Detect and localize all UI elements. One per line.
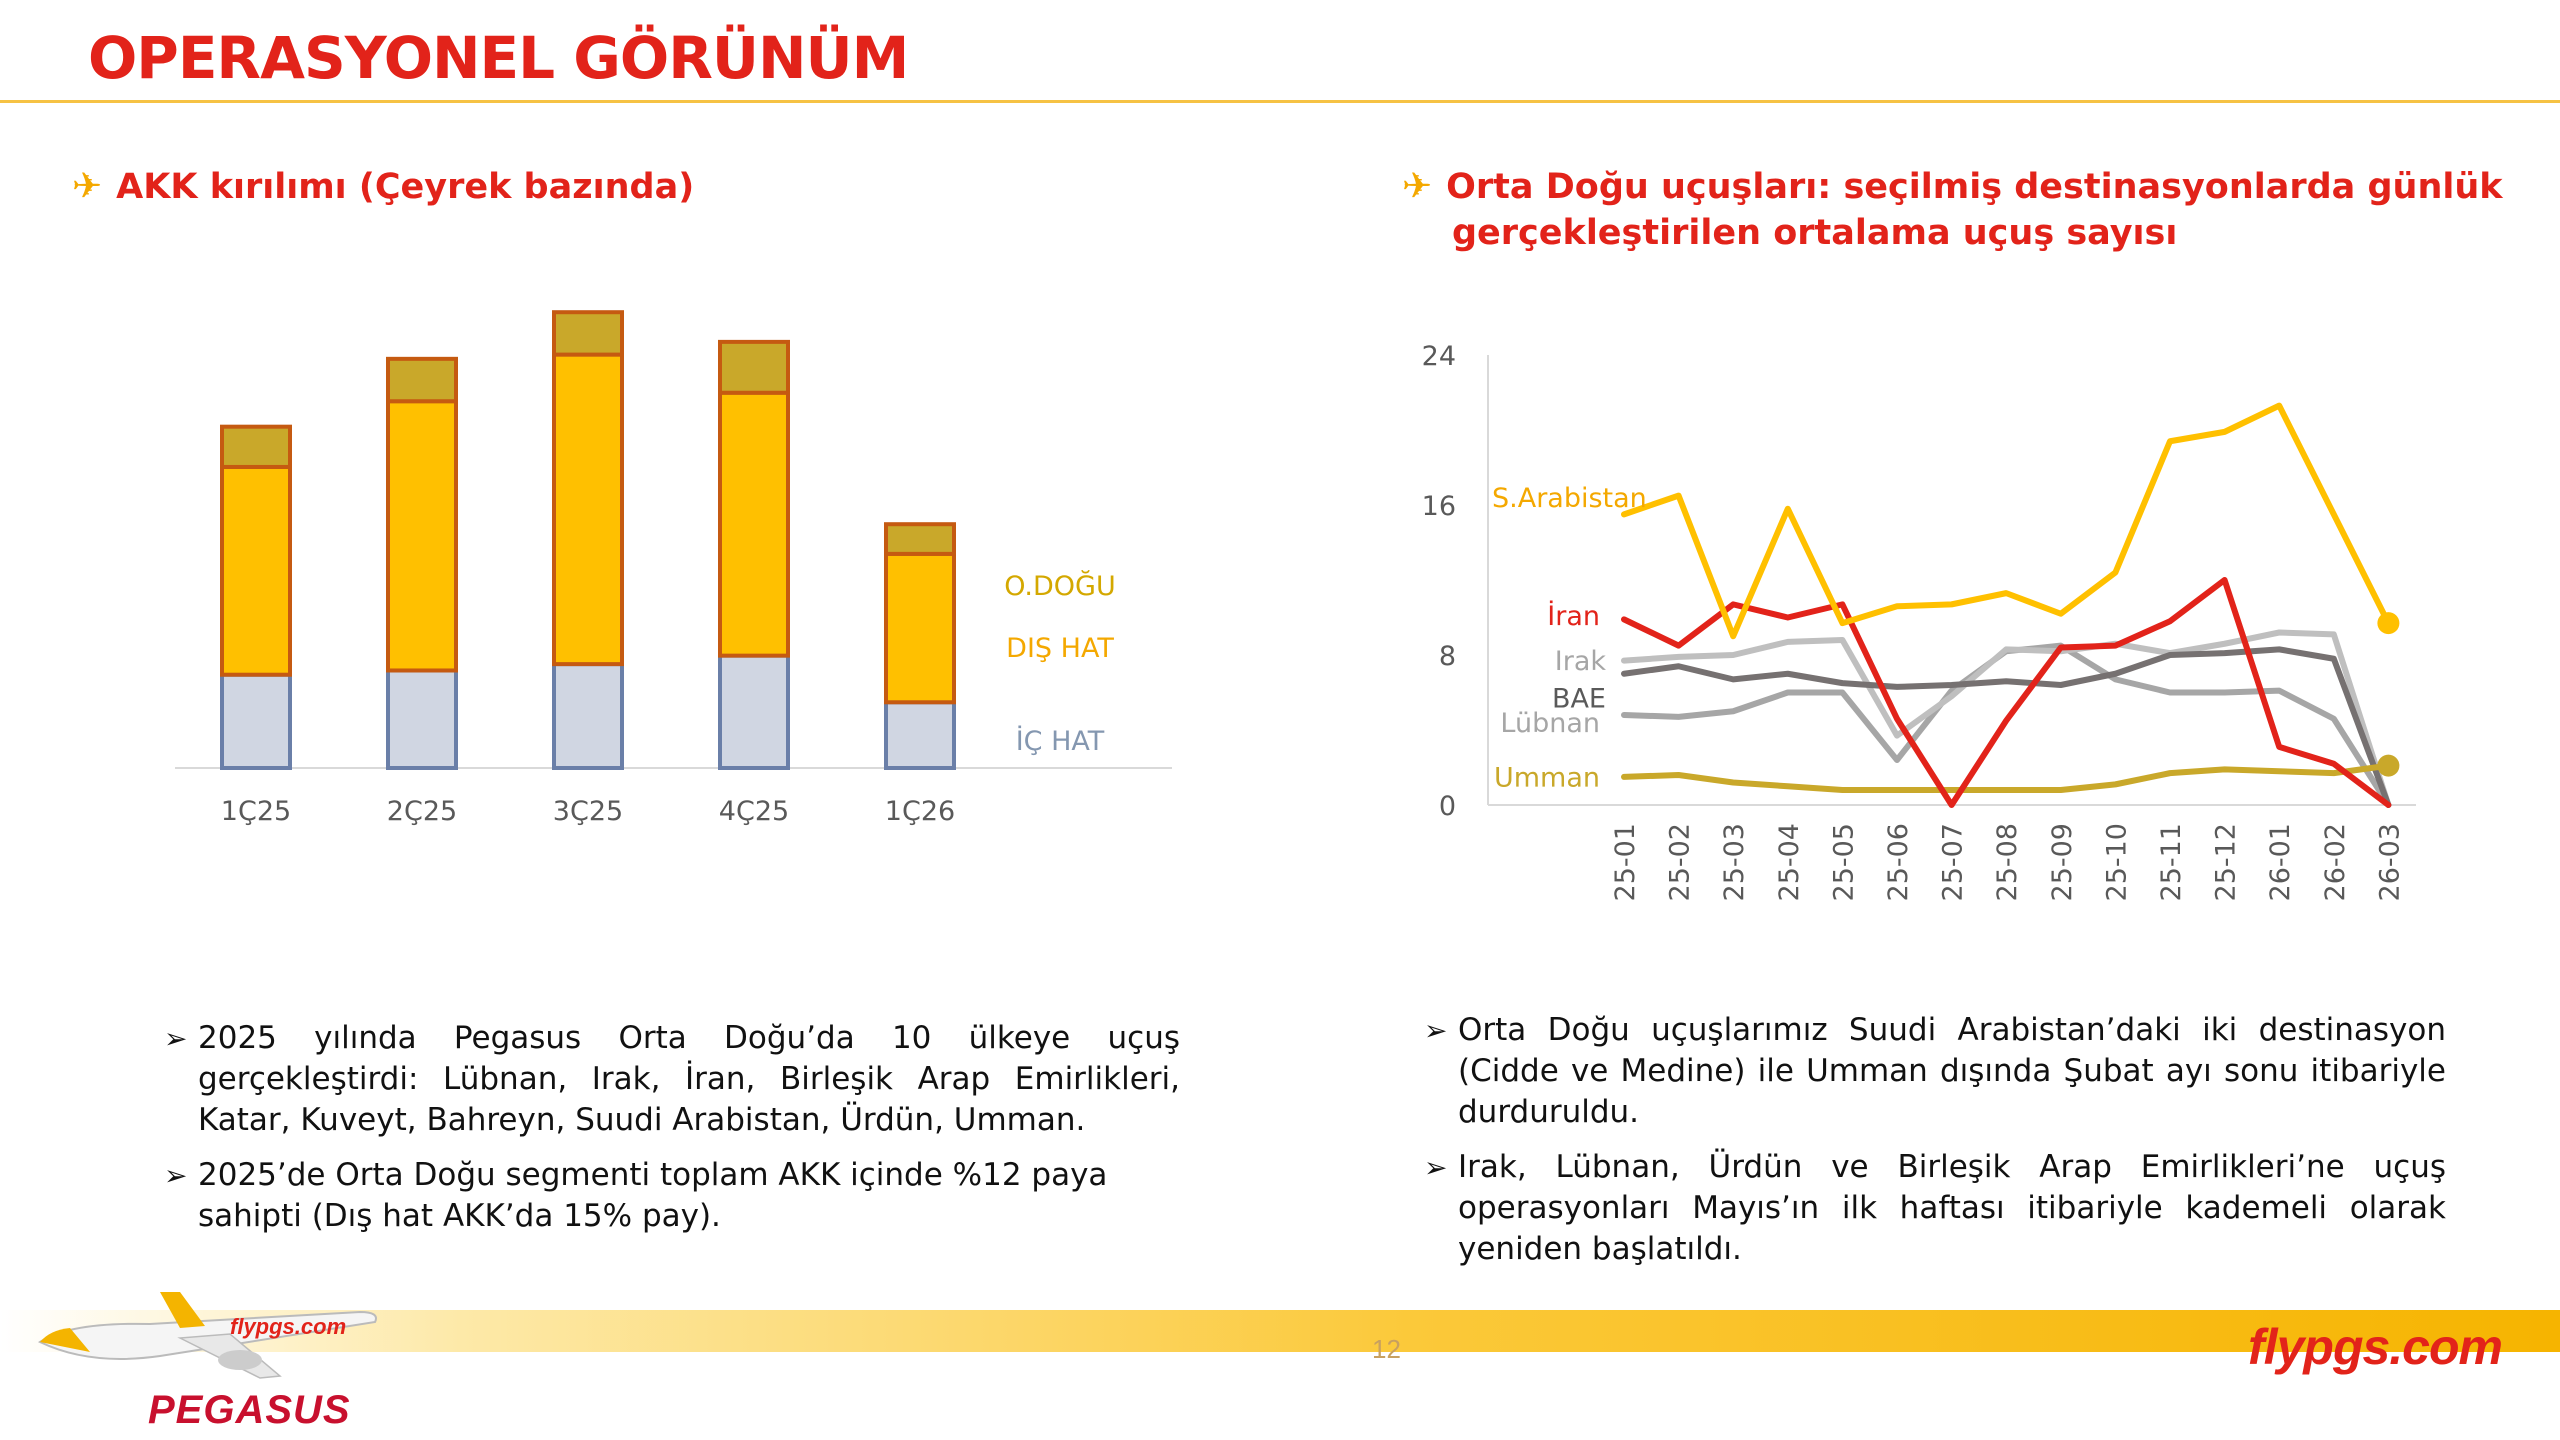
bullet-text: Orta Doğu uçuşlarımız Suudi Arabistan’da… <box>1458 1012 2446 1130</box>
x-tick-label: 25-12 <box>2211 823 2242 901</box>
y-tick-label: 0 <box>1439 791 1456 822</box>
bar-segment <box>386 356 458 404</box>
right-section-title-line2: gerçekleştirilen ortalama uçuş sayısı <box>1452 213 2178 253</box>
pegasus-logo-text: PEGASUS <box>148 1388 351 1432</box>
right-section-title: ✈ Orta Doğu uçuşları: seçilmiş destinasyo… <box>1402 164 2503 256</box>
y-tick-label: 16 <box>1422 491 1456 522</box>
bullet-item: ➢ 2025 yılında Pegasus Orta Doğu’da 10 ü… <box>164 1018 1180 1141</box>
bar-segment <box>718 653 790 771</box>
arrow-bullet-icon: ➢ <box>1424 1014 1448 1047</box>
x-tick-label: 25-07 <box>1938 823 1969 901</box>
series-label: S.Arabistan <box>1492 483 1647 514</box>
right-bullets: ➢ Orta Doğu uçuşlarımız Suudi Arabistan’… <box>1424 1010 2446 1284</box>
x-tick-label: 26-03 <box>2374 823 2405 901</box>
bar-segment <box>884 522 956 556</box>
page-title: OPERASYONEL GÖRÜNÜM <box>88 24 909 92</box>
bar-segment <box>220 464 292 677</box>
x-tick-label: 1Ç26 <box>885 796 955 827</box>
series-label: Umman <box>1494 762 1600 793</box>
page-number: 12 <box>1372 1334 1401 1364</box>
x-tick-label: 25-08 <box>1992 823 2023 901</box>
x-tick-label: 25-02 <box>1665 823 1696 901</box>
bar-segment <box>552 662 624 770</box>
legend-label: DIŞ HAT <box>1006 633 1114 664</box>
arrow-bullet-icon: ➢ <box>164 1159 188 1192</box>
plane-livery-text: flypgs.com <box>230 1314 346 1339</box>
series-line <box>1621 762 2392 793</box>
arrow-bullet-icon: ➢ <box>1424 1151 1448 1184</box>
legend-label: O.DOĞU <box>1004 570 1115 602</box>
bullet-item: ➢ Orta Doğu uçuşlarımız Suudi Arabistan’… <box>1424 1010 2446 1133</box>
right-section-title-line1: Orta Doğu uçuşları: seçilmiş destinasyon… <box>1446 167 2503 207</box>
x-tick-label: 25-10 <box>2101 823 2132 901</box>
left-section-title: ✈ AKK kırılımı (Çeyrek bazında) <box>72 164 694 210</box>
flypgs-logo-text: flypgs.com <box>2248 1319 2503 1375</box>
x-tick-label: 25-04 <box>1774 823 1805 901</box>
x-tick-label: 25-09 <box>2047 823 2078 901</box>
left-section-title-text: AKK kırılımı (Çeyrek bazında) <box>116 167 695 207</box>
airplane-icon: ✈ <box>1402 166 1433 207</box>
bar-segment <box>718 390 790 658</box>
bullet-text: 2025’de Orta Doğu segmenti toplam AKK iç… <box>198 1157 1108 1234</box>
bar-segment <box>386 399 458 673</box>
bar-segment <box>884 551 956 705</box>
middle-east-line-chart: 0 8 16 24 25-01 25-02 25-03 25-04 25-05 25-06 25-0… <box>1422 341 2416 901</box>
bar-segment <box>220 424 292 469</box>
x-tick-label: 25-01 <box>1610 823 1641 901</box>
bar-segment <box>552 310 624 357</box>
series-label: BAE <box>1552 684 1606 715</box>
bullet-item: ➢ Irak, Lübnan, Ürdün ve Birleşik Arap E… <box>1424 1147 2446 1270</box>
bullet-text: 2025 yılında Pegasus Orta Doğu’da 10 ülk… <box>198 1020 1180 1138</box>
arrow-bullet-icon: ➢ <box>164 1022 188 1055</box>
series-line <box>1621 646 2392 808</box>
series-line <box>1621 629 2392 808</box>
x-tick-label: 3Ç25 <box>553 796 623 827</box>
end-marker <box>2377 754 2400 777</box>
x-tick-label: 4Ç25 <box>719 796 789 827</box>
legend-label: İÇ HAT <box>1016 725 1105 757</box>
x-tick-label: 26-01 <box>2265 823 2296 901</box>
bar-segment <box>718 339 790 395</box>
title-divider <box>0 100 2560 103</box>
bullet-text: Irak, Lübnan, Ürdün ve Birleşik Arap Emi… <box>1458 1149 2446 1267</box>
series-line <box>1621 402 2392 640</box>
akk-bar-chart: 1Ç25 2Ç25 3Ç25 4Ç25 1Ç26 İÇ HAT DIŞ HAT O.DOĞU <box>175 310 1172 827</box>
bar-segment <box>884 700 956 771</box>
airplane-icon: ✈ <box>72 166 103 207</box>
left-bullets: ➢ 2025 yılında Pegasus Orta Doğu’da 10 ü… <box>164 1018 1180 1251</box>
x-tick-label: 2Ç25 <box>387 796 457 827</box>
series-line <box>1621 577 2392 808</box>
y-tick-label: 24 <box>1422 341 1456 372</box>
pegasus-plane-illustration: flypgs.com <box>37 1292 377 1379</box>
bar-segment <box>220 672 292 770</box>
bullet-item: ➢ 2025’de Orta Doğu segmenti toplam AKK … <box>164 1155 1180 1237</box>
x-tick-label: 25-03 <box>1719 823 1750 901</box>
y-tick-label: 8 <box>1439 641 1456 672</box>
x-tick-label: 25-05 <box>1828 823 1859 901</box>
x-tick-label: 1Ç25 <box>221 796 291 827</box>
x-tick-label: 25-06 <box>1883 823 1914 901</box>
bar-segment <box>386 668 458 770</box>
series-label: Irak <box>1555 646 1607 677</box>
end-marker <box>2377 612 2400 635</box>
series-label: Lübnan <box>1500 708 1600 739</box>
footer-band <box>0 1310 2560 1352</box>
series-label: İran <box>1547 600 1600 632</box>
x-tick-label: 26-02 <box>2320 823 2351 901</box>
x-tick-label: 25-11 <box>2156 823 2187 901</box>
bar-segment <box>552 352 624 667</box>
